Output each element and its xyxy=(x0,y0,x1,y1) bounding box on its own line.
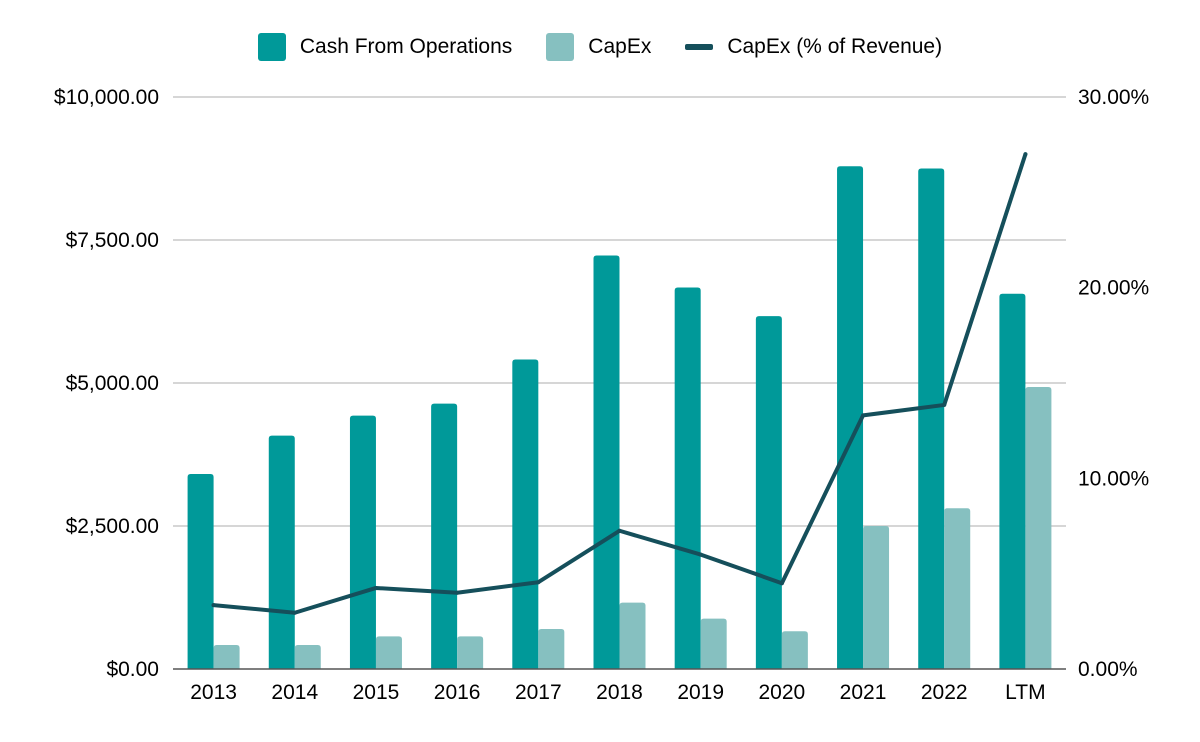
legend-swatch-cash-from-operations xyxy=(257,33,286,61)
point-capex-of-revenue-2020 xyxy=(779,581,784,586)
bar-cash-from-operations-2017 xyxy=(512,359,539,669)
point-capex-of-revenue-2014 xyxy=(292,610,297,615)
line-series xyxy=(211,152,1028,615)
y-left-tick-label-0: $0.00 xyxy=(106,658,159,681)
point-capex-of-revenue-2013 xyxy=(211,603,216,608)
legend-label-capex-pct-revenue: CapEx (% of Revenue) xyxy=(727,35,943,58)
y-right-tick-label-3: 30.00% xyxy=(1078,86,1149,109)
bar-capex-2022 xyxy=(944,508,971,669)
point-capex-of-revenue-2019 xyxy=(698,552,703,557)
bar-cash-from-operations-2014 xyxy=(268,435,295,669)
x-tick-label-2022: 2022 xyxy=(921,681,968,704)
point-capex-of-revenue-2016 xyxy=(455,590,460,595)
point-capex-of-revenue-2017 xyxy=(536,580,541,585)
bar-cash-from-operations-2021 xyxy=(837,166,864,669)
x-tick-label-2015: 2015 xyxy=(353,681,400,704)
y-left-tick-label-1: $2,500.00 xyxy=(66,515,159,538)
legend-label-capex: CapEx xyxy=(588,35,652,58)
chart-legend: Cash From Operations CapEx CapEx (% of R… xyxy=(0,33,1200,61)
bar-capex-2019 xyxy=(700,618,727,669)
bar-capex-2013 xyxy=(213,644,240,669)
y-right-tick-label-0: 0.00% xyxy=(1078,658,1138,681)
bar-cash-from-operations-2016 xyxy=(431,403,458,669)
bars xyxy=(187,166,1052,669)
point-capex-of-revenue-2015 xyxy=(373,585,378,590)
bar-capex-2016 xyxy=(457,636,484,669)
bar-cash-from-operations-ltm xyxy=(999,293,1026,669)
x-tick-label-2020: 2020 xyxy=(759,681,806,704)
x-tick-label-2019: 2019 xyxy=(677,681,724,704)
bar-capex-2015 xyxy=(375,636,402,669)
legend-item-cash-from-operations: Cash From Operations xyxy=(257,33,513,61)
bar-capex-2017 xyxy=(538,628,565,669)
point-capex-of-revenue-2022 xyxy=(942,402,947,407)
bar-cash-from-operations-2013 xyxy=(187,473,214,669)
x-tick-label-2021: 2021 xyxy=(840,681,887,704)
point-capex-of-revenue-2018 xyxy=(617,528,622,533)
x-tick-label-2018: 2018 xyxy=(596,681,643,704)
x-tick-label-ltm: LTM xyxy=(1005,681,1045,704)
bar-capex-2018 xyxy=(619,602,646,669)
y-left-tick-label-2: $5,000.00 xyxy=(66,372,159,395)
y-left-tick-label-3: $7,500.00 xyxy=(66,229,159,252)
bar-cash-from-operations-2015 xyxy=(349,415,376,669)
x-tick-label-2013: 2013 xyxy=(190,681,237,704)
legend-item-capex: CapEx xyxy=(546,33,651,61)
bar-capex-2021 xyxy=(863,526,890,669)
legend-label-cash-from-operations: Cash From Operations xyxy=(299,35,513,58)
bar-cash-from-operations-2018 xyxy=(593,255,620,669)
legend-swatch-capex-pct-revenue xyxy=(685,44,714,50)
legend-swatch-capex xyxy=(546,33,575,61)
y-right-tick-label-2: 20.00% xyxy=(1078,277,1149,300)
y-right-tick-label-1: 10.00% xyxy=(1078,467,1149,490)
bar-cash-from-operations-2020 xyxy=(755,316,782,669)
bar-capex-2014 xyxy=(294,644,321,669)
y-left-tick-label-4: $10,000.00 xyxy=(54,86,159,109)
bar-capex-2020 xyxy=(781,631,808,669)
x-tick-label-2016: 2016 xyxy=(434,681,481,704)
bar-capex-ltm xyxy=(1025,387,1052,669)
point-capex-of-revenue-ltm xyxy=(1023,152,1028,157)
x-tick-label-2014: 2014 xyxy=(271,681,318,704)
legend-item-capex-pct-revenue: CapEx (% of Revenue) xyxy=(685,35,942,59)
bar-cash-from-operations-2019 xyxy=(674,287,701,669)
point-capex-of-revenue-2021 xyxy=(861,413,866,418)
x-tick-label-2017: 2017 xyxy=(515,681,562,704)
bar-cash-from-operations-2022 xyxy=(918,168,945,669)
axes: $0.00 $2,500.00 $5,000.00 $7,500.00 $10,000.… xyxy=(54,86,1149,704)
